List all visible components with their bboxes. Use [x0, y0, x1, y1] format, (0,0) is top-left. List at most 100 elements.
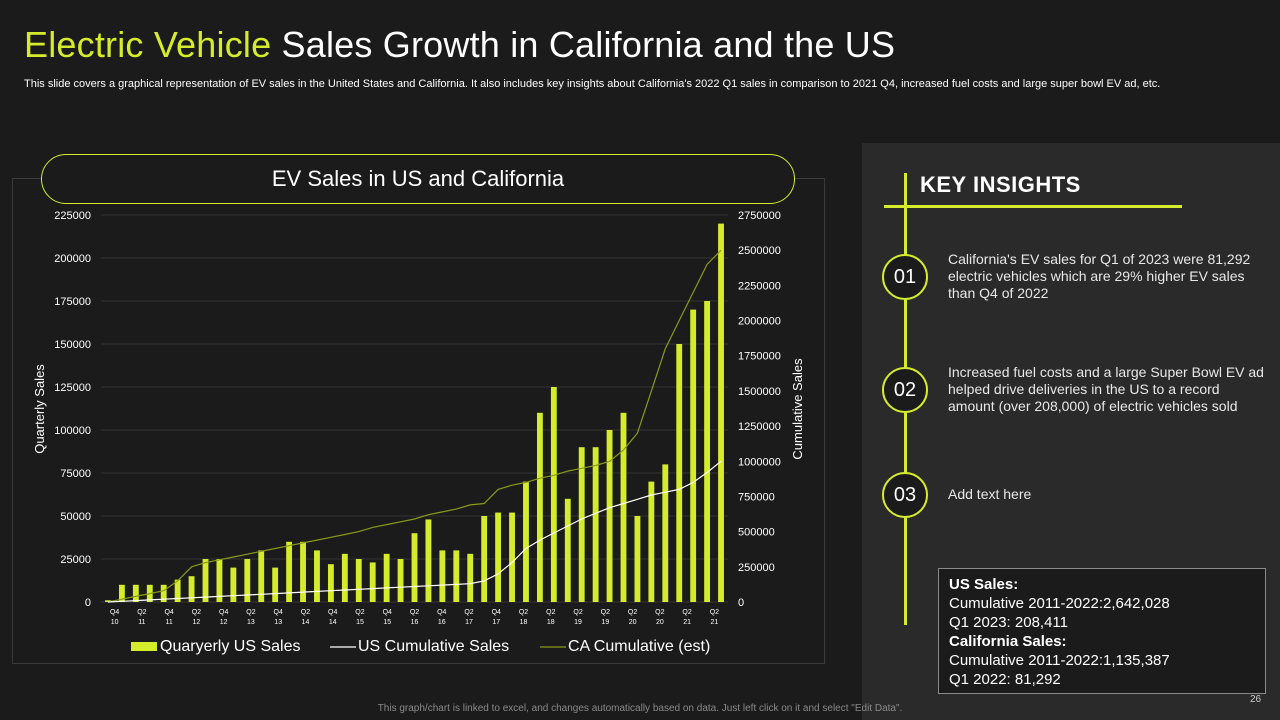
bar-us-quarterly — [188, 576, 195, 602]
x-tick-label: 18 — [547, 619, 555, 626]
y2-tick-label: 0 — [738, 597, 744, 609]
bar-us-quarterly — [286, 541, 293, 602]
bar-us-quarterly — [105, 600, 111, 602]
y-tick-label: 75000 — [60, 468, 91, 480]
x-tick-label: Q4 — [164, 609, 173, 616]
y2-tick-label: 2000000 — [738, 316, 781, 328]
x-tick-label: Q2 — [355, 609, 364, 616]
page-title-accent: Electric Vehicle — [24, 24, 272, 65]
y-tick-label: 0 — [85, 597, 91, 609]
y-tick-label: 175000 — [54, 296, 91, 308]
page-number: 26 — [1250, 694, 1262, 705]
footer-note: This graph/chart is linked to excel, and… — [377, 703, 903, 714]
y-tick-label: 200000 — [54, 253, 91, 265]
bar-us-quarterly — [439, 550, 446, 602]
ev-sales-chart[interactable]: 0250005000075000100000125000150000175000… — [0, 0, 840, 680]
x-tick-label: Q4 — [328, 609, 337, 616]
x-tick-label: 19 — [574, 619, 582, 626]
bar-us-quarterly — [300, 541, 306, 602]
x-tick-label: Q4 — [274, 609, 283, 616]
x-tick-label: Q4 — [219, 609, 228, 616]
sales-summary-box: US Sales: Cumulative 2011-2022:2,642,028… — [938, 568, 1266, 694]
legend-label-us-cumulative: US Cumulative Sales — [358, 638, 509, 655]
legend-label-us-quarterly: Quaryerly US Sales — [160, 638, 301, 655]
chart-title: EV Sales in US and California — [41, 154, 795, 204]
y2-tick-label: 250000 — [738, 562, 775, 574]
x-tick-label: Q2 — [519, 609, 528, 616]
insights-underline — [884, 205, 1182, 208]
insight-number-3: 03 — [882, 472, 928, 518]
x-tick-label: 21 — [683, 619, 691, 626]
x-tick-label: Q4 — [383, 609, 392, 616]
bar-us-quarterly — [369, 562, 376, 602]
x-tick-label: 15 — [356, 619, 364, 626]
y-axis-label: Quarterly Sales — [32, 364, 47, 454]
bar-us-quarterly — [118, 584, 125, 602]
bar-us-quarterly — [341, 553, 348, 602]
legend-label-ca-cumulative: CA Cumulative (est) — [568, 638, 710, 655]
x-tick-label: 15 — [383, 619, 391, 626]
y-tick-label: 225000 — [54, 210, 91, 222]
page-title-rest: Sales Growth in California and the US — [271, 24, 896, 65]
y2-tick-label: 500000 — [738, 527, 775, 539]
bar-us-quarterly — [272, 567, 279, 602]
bar-us-quarterly — [564, 498, 571, 602]
bar-us-quarterly — [620, 412, 627, 602]
bar-us-quarterly — [550, 387, 557, 602]
y2-tick-label: 2250000 — [738, 280, 781, 292]
bar-us-quarterly — [467, 553, 474, 602]
bar-us-quarterly — [536, 412, 543, 602]
y-tick-label: 50000 — [60, 511, 91, 523]
x-tick-label: Q2 — [137, 609, 146, 616]
bar-us-quarterly — [397, 559, 404, 602]
bar-us-quarterly — [160, 584, 167, 602]
x-tick-label: Q2 — [410, 609, 419, 616]
x-tick-label: 20 — [656, 619, 664, 626]
bar-us-quarterly — [578, 447, 585, 602]
bar-us-quarterly — [258, 550, 265, 602]
x-tick-label: 17 — [465, 619, 473, 626]
x-tick-label: Q2 — [682, 609, 691, 616]
x-tick-label: Q2 — [301, 609, 310, 616]
bar-us-quarterly — [718, 223, 724, 602]
bar-us-quarterly — [132, 584, 139, 602]
x-tick-label: Q2 — [246, 609, 255, 616]
bar-us-quarterly — [662, 464, 669, 602]
x-tick-label: 14 — [302, 619, 310, 626]
y2-tick-label: 1750000 — [738, 351, 781, 363]
ca-sales-q1: Q1 2022: 81,292 — [949, 671, 1061, 688]
x-tick-label: 10 — [111, 619, 119, 626]
bar-us-quarterly — [244, 559, 251, 602]
x-tick-label: 11 — [166, 619, 173, 626]
x-tick-label: 16 — [438, 619, 446, 626]
bar-us-quarterly — [383, 553, 390, 602]
bar-us-quarterly — [690, 309, 697, 602]
x-tick-label: Q2 — [710, 609, 719, 616]
y-tick-label: 100000 — [54, 425, 91, 437]
y2-tick-label: 1250000 — [738, 421, 781, 433]
y-tick-label: 25000 — [60, 554, 91, 566]
x-tick-label: 12 — [193, 619, 201, 626]
insight-text-2: Increased fuel costs and a large Super B… — [948, 364, 1264, 414]
x-tick-label: 20 — [629, 619, 637, 626]
x-tick-label: 13 — [247, 619, 255, 626]
bar-us-quarterly — [592, 447, 599, 602]
bar-us-quarterly — [411, 533, 418, 602]
y2-tick-label: 750000 — [738, 491, 775, 503]
x-tick-label: 19 — [601, 619, 609, 626]
y2-tick-label: 1500000 — [738, 386, 781, 398]
us-sales-cumulative: Cumulative 2011-2022:2,642,028 — [949, 595, 1170, 612]
x-tick-label: 17 — [492, 619, 500, 626]
x-tick-label: 16 — [411, 619, 419, 626]
page-title: Electric Vehicle Sales Growth in Califor… — [24, 24, 895, 66]
x-tick-label: Q4 — [437, 609, 446, 616]
bar-us-quarterly — [481, 516, 488, 602]
insight-text-3: Add text here — [948, 486, 1032, 502]
insight-number-2: 02 — [882, 367, 928, 413]
ca-sales-cumulative: Cumulative 2011-2022:1,135,387 — [949, 652, 1170, 669]
legend-swatch-bar — [131, 642, 157, 651]
page-subtitle: This slide covers a graphical representa… — [24, 78, 1161, 90]
bar-us-quarterly — [606, 430, 613, 602]
x-tick-label: 13 — [274, 619, 282, 626]
bar-us-quarterly — [355, 559, 362, 602]
